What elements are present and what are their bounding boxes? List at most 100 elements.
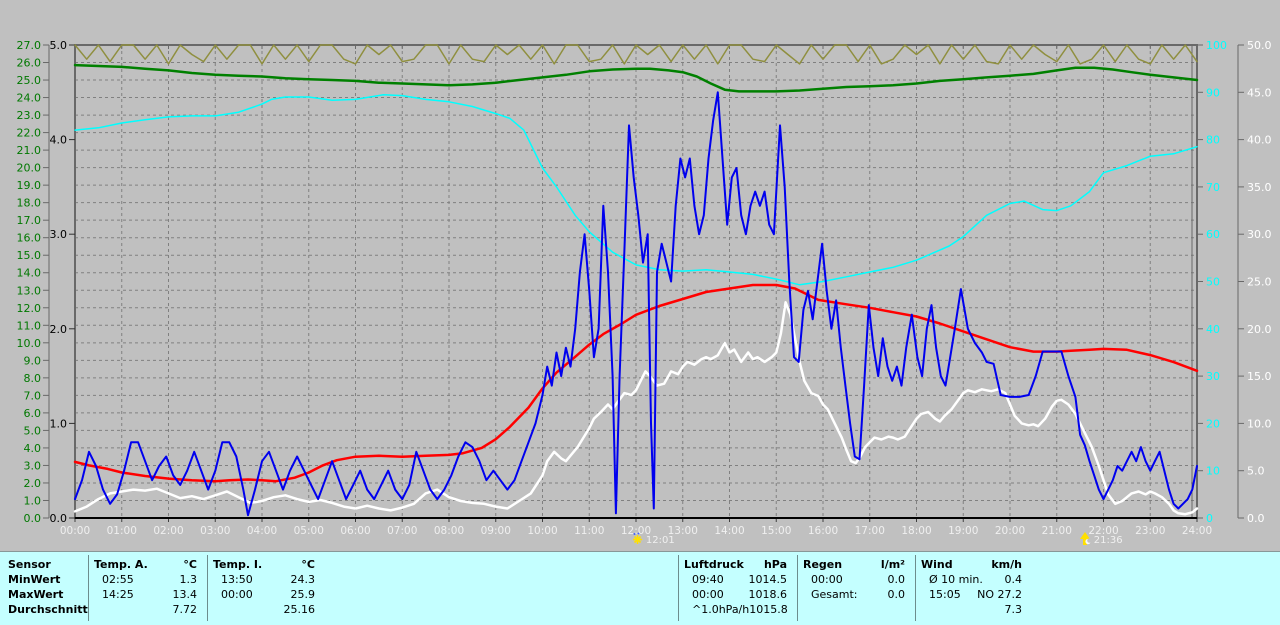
moon-marker-icon [1079, 532, 1094, 548]
tick-label-temp-c: 27.0 [17, 39, 42, 52]
astro-marker-21-36: 21:36 [1079, 532, 1123, 548]
x-tick-label: 01:00 [107, 525, 137, 537]
x-tick-label: 12:00 [621, 525, 651, 537]
stats-column-regen: Regen l/m² 00:00 0.0 Gesamt: 0.0 [803, 557, 905, 621]
tick-label-wind: 5.0 [1247, 465, 1265, 478]
tick-label-temp-c: 25.0 [17, 74, 42, 87]
tick-label-wind: 0.0 [1247, 512, 1265, 525]
tick-label-temp-c: 26.0 [17, 57, 42, 70]
tick-label-temp-c: 11.0 [17, 319, 42, 332]
tick-label-humidity: 100 [1206, 39, 1227, 52]
series-temp-i- [73, 63, 1199, 93]
tick-label-humidity: 30 [1206, 370, 1220, 383]
astro-marker-time: 12:01 [645, 534, 675, 546]
stats-column-temp-i-: Temp. I. °C 13:50 24.3 00:00 25.9 25.16 [213, 557, 315, 621]
x-tick-label: 19:00 [948, 525, 978, 537]
table-column-divider [915, 555, 916, 621]
stats-column-luftdruck: Luftdruck hPa 09:40 1014.5 00:00 1018.6 ^1.0hP… [684, 557, 788, 621]
stats-column-header: Temp. A. °C [94, 558, 197, 571]
x-tick-label: 10:00 [527, 525, 557, 537]
tick-label-temp-c: 8.0 [24, 372, 42, 385]
x-tick-label: 08:00 [434, 525, 464, 537]
astro-marker-12-01: 12:01 [631, 532, 675, 548]
tick-label-temp-c: 0.0 [24, 512, 42, 525]
stats-column-wind: Wind km/h Ø 10 min. 0.4 15:05 NO 27.2 7.3 [921, 557, 1022, 621]
x-tick-label: 24:00 [1182, 525, 1212, 537]
table-cell: 09:40 1014.5 [692, 573, 787, 586]
tick-label-temp-c: 19.0 [17, 179, 42, 192]
x-tick-label: 14:00 [714, 525, 744, 537]
table-column-divider [207, 555, 208, 621]
table-cell: Gesamt: 0.0 [811, 588, 905, 601]
series-wind [73, 301, 1199, 516]
tick-label-humidity: 70 [1206, 181, 1220, 194]
tick-label-temp-c: 10.0 [17, 337, 42, 350]
tick-label-temp-c: 13.0 [17, 284, 42, 297]
tick-label-wind: 10.0 [1247, 417, 1272, 430]
x-tick-label: 07:00 [387, 525, 417, 537]
tick-label-humidity: 50 [1206, 276, 1220, 289]
tick-label-temp-c: 18.0 [17, 197, 42, 210]
table-cell: 14:25 13.4 [102, 588, 197, 601]
x-tick-label: 16:00 [808, 525, 838, 537]
stats-column-temp-a-: Temp. A. °C 02:55 1.3 14:25 13.4 7.72 [94, 557, 197, 621]
tick-label-humidity: 10 [1206, 465, 1220, 478]
table-cell: 02:55 1.3 [102, 573, 197, 586]
series-temp-a- [73, 283, 1199, 483]
tick-label-temp-c: 5.0 [24, 424, 42, 437]
tick-label-wind: 40.0 [1247, 134, 1272, 147]
x-tick-label: 20:00 [995, 525, 1025, 537]
tick-label-temp-c: 4.0 [24, 442, 42, 455]
tick-label-wind: 30.0 [1247, 228, 1272, 241]
x-tick-label: 17:00 [855, 525, 885, 537]
table-cell: 7.72 [172, 603, 198, 616]
tick-label-rain: 2.0 [50, 323, 68, 336]
tick-label-temp-c: 1.0 [24, 494, 42, 507]
table-column-divider [88, 555, 89, 621]
x-tick-label: 11:00 [574, 525, 604, 537]
stats-table: Sensor MinWert MaxWert Durchschnitt Temp… [0, 551, 1280, 625]
tick-label-wind: 50.0 [1247, 39, 1272, 52]
stats-column-header: Temp. I. °C [213, 558, 315, 571]
x-tick-label: 13:00 [668, 525, 698, 537]
table-cell: Ø 10 min. 0.4 [929, 573, 1022, 586]
tick-label-temp-c: 12.0 [17, 302, 42, 315]
tick-label-temp-c: 21.0 [17, 144, 42, 157]
tick-label-temp-c: 2.0 [24, 477, 42, 490]
tick-label-temp-c: 7.0 [24, 389, 42, 402]
tick-label-temp-c: 3.0 [24, 459, 42, 472]
sun-marker-icon [631, 532, 646, 548]
table-cell: ^1.0hPa/h 1015.8 [692, 603, 788, 616]
tick-label-humidity: 60 [1206, 228, 1220, 241]
x-tick-label: 04:00 [247, 525, 277, 537]
tick-label-humidity: 0 [1206, 512, 1213, 525]
tick-label-rain: 0.0 [50, 512, 68, 525]
tick-label-temp-c: 20.0 [17, 162, 42, 175]
tick-label-rain: 1.0 [50, 417, 68, 430]
tick-label-temp-c: 16.0 [17, 232, 42, 245]
tick-label-wind: 15.0 [1247, 370, 1272, 383]
tick-label-humidity: 90 [1206, 86, 1220, 99]
table-cell: 00:00 1018.6 [692, 588, 787, 601]
x-tick-label: 09:00 [481, 525, 511, 537]
chart-background [0, 0, 1280, 551]
tick-label-rain: 4.0 [50, 134, 68, 147]
table-cell: 15:05 NO 27.2 [929, 588, 1022, 601]
x-tick-label: 00:00 [60, 525, 90, 537]
tick-label-temp-c: 15.0 [17, 249, 42, 262]
tick-label-wind: 20.0 [1247, 323, 1272, 336]
stats-column-header: Luftdruck hPa [684, 558, 787, 571]
x-tick-label: 15:00 [761, 525, 791, 537]
x-tick-label: 02:00 [153, 525, 183, 537]
x-tick-label: 21:00 [1042, 525, 1072, 537]
tick-label-temp-c: 17.0 [17, 214, 42, 227]
tick-label-temp-c: 23.0 [17, 109, 42, 122]
tick-label-wind: 35.0 [1247, 181, 1272, 194]
x-tick-label: 03:00 [200, 525, 230, 537]
tick-label-temp-c: 24.0 [17, 92, 42, 105]
tick-label-humidity: 20 [1206, 417, 1220, 430]
tick-label-temp-c: 6.0 [24, 407, 42, 420]
table-cell: 00:00 0.0 [811, 573, 905, 586]
series-empfang [74, 44, 1198, 65]
